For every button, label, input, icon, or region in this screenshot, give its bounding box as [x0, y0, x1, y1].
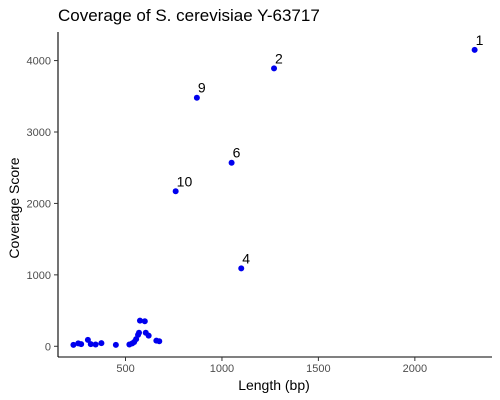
data-point	[70, 341, 77, 348]
x-tick-label: 1000	[210, 363, 234, 375]
data-point	[156, 338, 163, 345]
data-points	[70, 46, 478, 348]
data-point	[136, 329, 143, 336]
data-point	[238, 265, 245, 272]
y-tick-label: 0	[45, 341, 51, 353]
chart-title: Coverage of S. cerevisiae Y-63717	[58, 6, 320, 25]
x-tick-label: 1500	[306, 363, 330, 375]
data-point	[78, 341, 85, 348]
data-point	[112, 341, 119, 348]
point-label: 9	[198, 80, 206, 96]
axes: 500 1000 1500 2000 0 1000 2000 3000 4000	[27, 32, 492, 375]
data-point	[136, 317, 143, 324]
data-point	[145, 332, 152, 339]
data-point	[172, 188, 179, 195]
y-tick-label: 3000	[27, 127, 51, 139]
data-point	[141, 318, 148, 325]
data-point	[92, 341, 99, 348]
y-axis-label: Coverage Score	[6, 157, 22, 258]
y-tick-label: 1000	[27, 270, 51, 282]
data-point	[84, 336, 91, 343]
point-label: 1	[476, 32, 484, 48]
x-tick-label: 500	[116, 363, 134, 375]
data-point	[228, 159, 235, 166]
point-label: 2	[275, 50, 283, 66]
y-tick-label: 2000	[27, 198, 51, 210]
x-axis-label: Length (bp)	[238, 377, 310, 393]
data-point	[98, 340, 105, 347]
point-label: 6	[233, 145, 241, 161]
x-tick-label: 2000	[403, 363, 427, 375]
y-tick-label: 4000	[27, 56, 51, 68]
data-point	[87, 341, 94, 348]
data-point	[193, 94, 200, 101]
point-label: 10	[177, 173, 193, 189]
point-label: 4	[242, 250, 250, 266]
data-point	[271, 65, 278, 72]
data-point	[471, 46, 478, 53]
